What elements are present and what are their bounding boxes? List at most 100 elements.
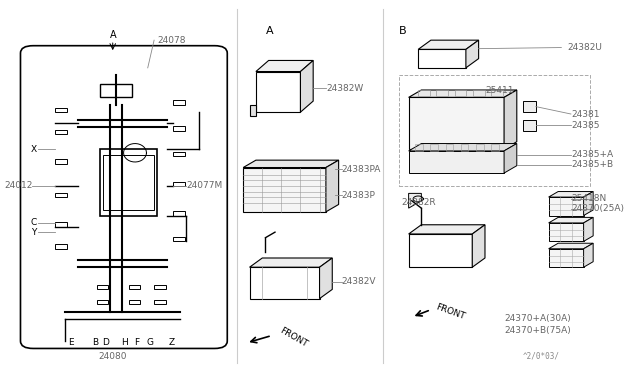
Polygon shape [408, 90, 516, 97]
Bar [129, 285, 140, 289]
Polygon shape [584, 243, 593, 267]
Bar [492, 90, 503, 96]
Text: 24383PA: 24383PA [342, 165, 381, 174]
Text: Z: Z [169, 339, 175, 347]
Bar [154, 285, 166, 289]
Bar [430, 144, 438, 151]
Text: B: B [399, 26, 406, 36]
Text: 25411: 25411 [485, 86, 513, 94]
Text: 24385+B: 24385+B [571, 160, 613, 169]
Polygon shape [250, 267, 319, 299]
Text: F: F [134, 339, 140, 347]
Polygon shape [408, 144, 516, 151]
Bar [436, 90, 448, 96]
Text: 24370(25A): 24370(25A) [571, 204, 624, 214]
Bar [97, 285, 108, 289]
Bar [56, 222, 67, 227]
Text: Y: Y [31, 228, 36, 237]
Polygon shape [243, 160, 339, 167]
Text: 24012: 24012 [4, 182, 33, 190]
Bar [445, 144, 453, 151]
Text: ^2/0*03/: ^2/0*03/ [523, 351, 560, 360]
Polygon shape [548, 217, 593, 223]
Bar [56, 160, 67, 164]
Bar [56, 244, 67, 249]
Bar [173, 100, 185, 105]
Text: 24077M: 24077M [186, 182, 222, 190]
Polygon shape [548, 243, 593, 249]
Polygon shape [504, 90, 516, 149]
Text: 24381: 24381 [571, 109, 600, 119]
Text: 24080: 24080 [99, 352, 127, 361]
Polygon shape [466, 40, 479, 68]
Polygon shape [326, 160, 339, 212]
Polygon shape [250, 105, 256, 116]
Polygon shape [408, 234, 472, 267]
Text: A: A [109, 30, 116, 40]
Bar [455, 90, 466, 96]
Text: 24382W: 24382W [326, 84, 363, 93]
Polygon shape [408, 193, 421, 208]
Bar [492, 144, 499, 151]
Text: 24370+B(75A): 24370+B(75A) [504, 326, 571, 335]
Bar [129, 300, 140, 304]
Polygon shape [523, 101, 536, 112]
Text: C: C [30, 218, 36, 227]
Text: G: G [146, 339, 153, 347]
Text: 24382U: 24382U [568, 43, 603, 52]
Bar [173, 182, 185, 186]
Bar [173, 152, 185, 157]
Polygon shape [548, 223, 584, 241]
Polygon shape [548, 249, 584, 267]
Bar [473, 90, 484, 96]
Polygon shape [418, 49, 466, 68]
Bar [100, 84, 132, 97]
Text: A: A [266, 26, 273, 36]
Text: 24385+A: 24385+A [571, 150, 613, 159]
Polygon shape [256, 61, 313, 71]
Text: H: H [121, 339, 127, 347]
Text: 24382R: 24382R [401, 198, 436, 207]
Bar [173, 126, 185, 131]
Polygon shape [256, 71, 300, 112]
Polygon shape [300, 61, 313, 112]
Text: 24382V: 24382V [342, 278, 376, 286]
Polygon shape [408, 97, 504, 149]
Text: 24383P: 24383P [342, 191, 376, 200]
Text: D: D [102, 339, 109, 347]
Bar [100, 149, 157, 215]
Bar [154, 300, 166, 304]
Bar [103, 155, 154, 210]
Text: FRONT: FRONT [434, 303, 466, 322]
Polygon shape [472, 225, 485, 267]
Text: 24078: 24078 [157, 36, 186, 45]
Polygon shape [408, 151, 504, 173]
Polygon shape [584, 217, 593, 241]
Bar [56, 193, 67, 197]
Bar [56, 108, 67, 112]
Bar [173, 237, 185, 241]
Polygon shape [250, 258, 332, 267]
Polygon shape [408, 225, 485, 234]
Polygon shape [504, 144, 516, 173]
Text: 24370+A(30A): 24370+A(30A) [504, 314, 571, 323]
Text: B: B [93, 339, 99, 347]
Bar [476, 144, 484, 151]
Polygon shape [584, 192, 593, 215]
Bar [418, 90, 429, 96]
Bar [415, 144, 422, 151]
Bar [97, 300, 108, 304]
Polygon shape [418, 40, 479, 49]
Text: X: X [30, 145, 36, 154]
Text: 25418N: 25418N [571, 195, 606, 203]
Text: 24385: 24385 [571, 121, 600, 129]
Polygon shape [319, 258, 332, 299]
Polygon shape [523, 119, 536, 131]
Polygon shape [243, 167, 326, 212]
Polygon shape [548, 192, 593, 197]
Text: FRONT: FRONT [278, 326, 309, 349]
Bar [56, 130, 67, 134]
Bar [173, 211, 185, 215]
Bar [461, 144, 468, 151]
Polygon shape [548, 197, 584, 215]
